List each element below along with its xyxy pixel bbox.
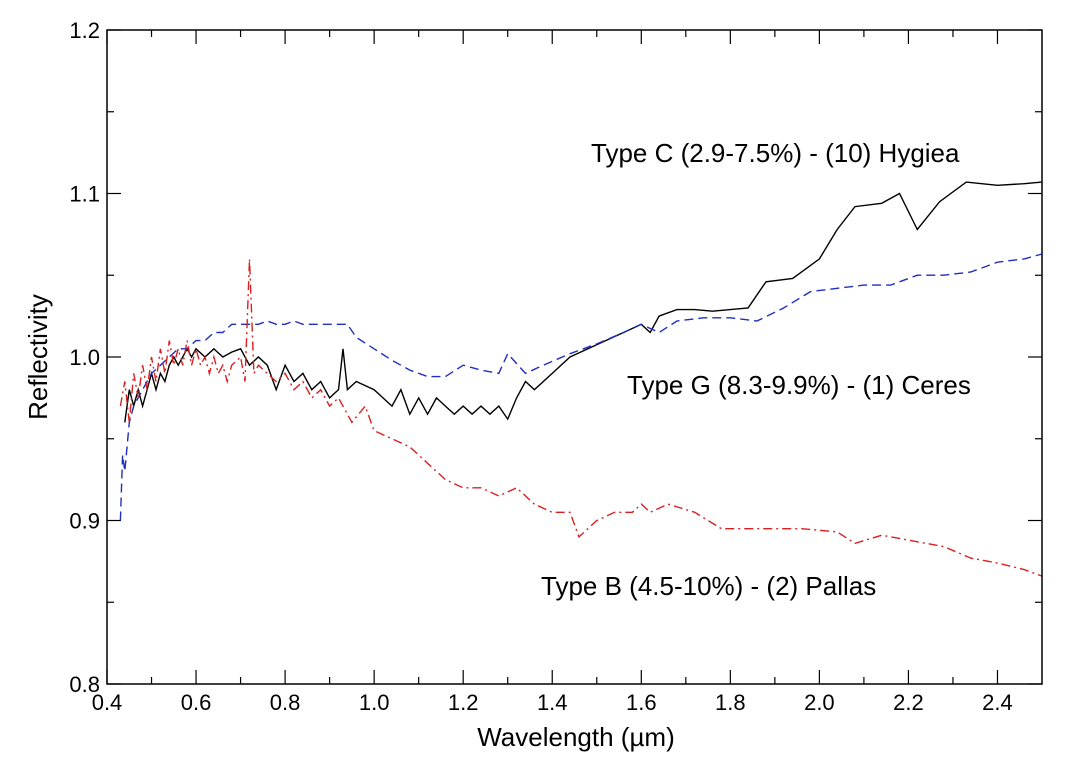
x-axis-title: Wavelength (µm) — [477, 722, 675, 752]
x-tick-label: 0.6 — [181, 690, 212, 715]
tick-labels: 0.4 0.6 0.8 1.0 1.2 1.4 1.6 1.8 2.0 2.2 2.4 0.8 0.9 1… — [69, 18, 1012, 715]
plot-frame — [106, 29, 1043, 685]
y-tick-label: 0.9 — [69, 509, 100, 534]
x-tick-label: 0.4 — [92, 690, 123, 715]
x-tick-label: 0.8 — [270, 690, 301, 715]
y-axis-title: Reflectivity — [23, 294, 53, 420]
x-tick-label: 2.2 — [893, 690, 924, 715]
tick-marks — [106, 29, 1042, 685]
y-tick-label: 1.0 — [69, 345, 100, 370]
y-tick-label: 1.2 — [69, 18, 100, 43]
x-tick-label: 1.4 — [537, 690, 568, 715]
series-line-hygiea — [124, 181, 1043, 423]
x-tick-label: 1.8 — [715, 690, 746, 715]
x-tick-label: 1.6 — [626, 690, 657, 715]
x-tick-label: 2.4 — [982, 690, 1013, 715]
annotation-pallas: Type B (4.5-10%) - (2) Pallas — [541, 571, 876, 601]
annotation-hygiea: Type C (2.9-7.5%) - (10) Hygiea — [591, 138, 960, 168]
x-tick-label: 2.0 — [804, 690, 835, 715]
y-tick-label: 1.1 — [69, 182, 100, 207]
series-layer — [119, 181, 1043, 577]
annotation-ceres: Type G (8.3-9.9%) - (1) Ceres — [627, 370, 971, 400]
x-tick-label: 1.2 — [448, 690, 479, 715]
y-tick-label: 0.8 — [69, 672, 100, 697]
series-line-pallas — [119, 258, 1043, 577]
x-tick-label: 1.0 — [359, 690, 390, 715]
